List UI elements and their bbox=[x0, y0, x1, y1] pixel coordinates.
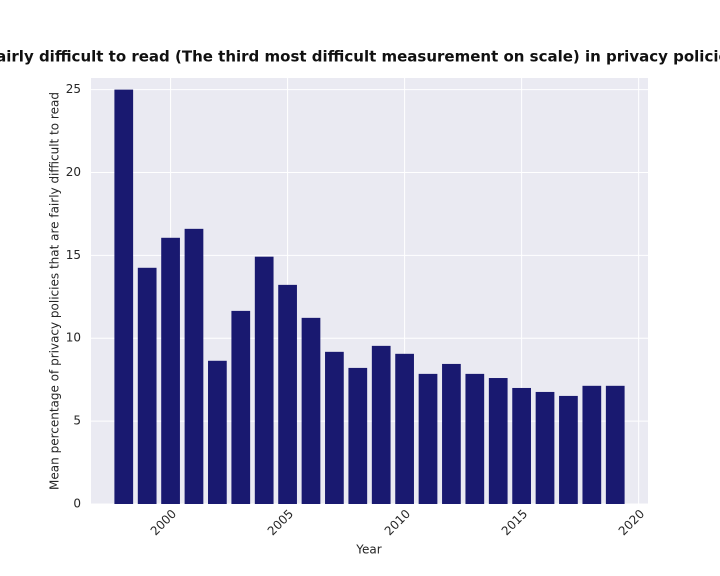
x-axis-label: Year bbox=[355, 543, 381, 557]
bar bbox=[184, 228, 204, 505]
bar bbox=[231, 310, 251, 504]
bar bbox=[535, 391, 555, 504]
bar bbox=[465, 373, 485, 504]
y-tick-label: 20 bbox=[66, 165, 81, 179]
x-tick-label: 2015 bbox=[499, 507, 530, 538]
y-tick-label: 0 bbox=[73, 497, 81, 511]
bar bbox=[137, 267, 157, 504]
bar bbox=[559, 395, 578, 504]
bar bbox=[278, 284, 297, 504]
bar bbox=[348, 367, 368, 504]
bar bbox=[418, 373, 438, 504]
y-tick-label: 10 bbox=[66, 331, 81, 345]
bar bbox=[371, 345, 391, 504]
x-tick-label: 2010 bbox=[382, 507, 413, 538]
bar bbox=[395, 353, 414, 504]
x-tick-label: 2020 bbox=[616, 507, 647, 538]
bar bbox=[582, 385, 602, 504]
bar bbox=[488, 378, 508, 504]
y-tick-label: 25 bbox=[66, 82, 81, 96]
bar bbox=[512, 387, 531, 504]
y-tick-label: 5 bbox=[73, 414, 81, 428]
x-tick-label: 2005 bbox=[265, 507, 296, 538]
bar bbox=[161, 237, 180, 504]
bar bbox=[325, 351, 344, 504]
x-tick-label: 2000 bbox=[148, 507, 179, 538]
bar bbox=[301, 317, 321, 504]
bar bbox=[114, 89, 134, 504]
bar bbox=[605, 385, 625, 504]
bar bbox=[442, 363, 461, 504]
chart-title: are fairly difficult to read (The third … bbox=[0, 48, 720, 66]
y-axis-label: Mean percentage of privacy policies that… bbox=[48, 92, 62, 490]
bar bbox=[254, 256, 274, 504]
plot-area bbox=[91, 78, 648, 504]
bar bbox=[208, 360, 227, 504]
y-tick-label: 15 bbox=[66, 248, 81, 262]
